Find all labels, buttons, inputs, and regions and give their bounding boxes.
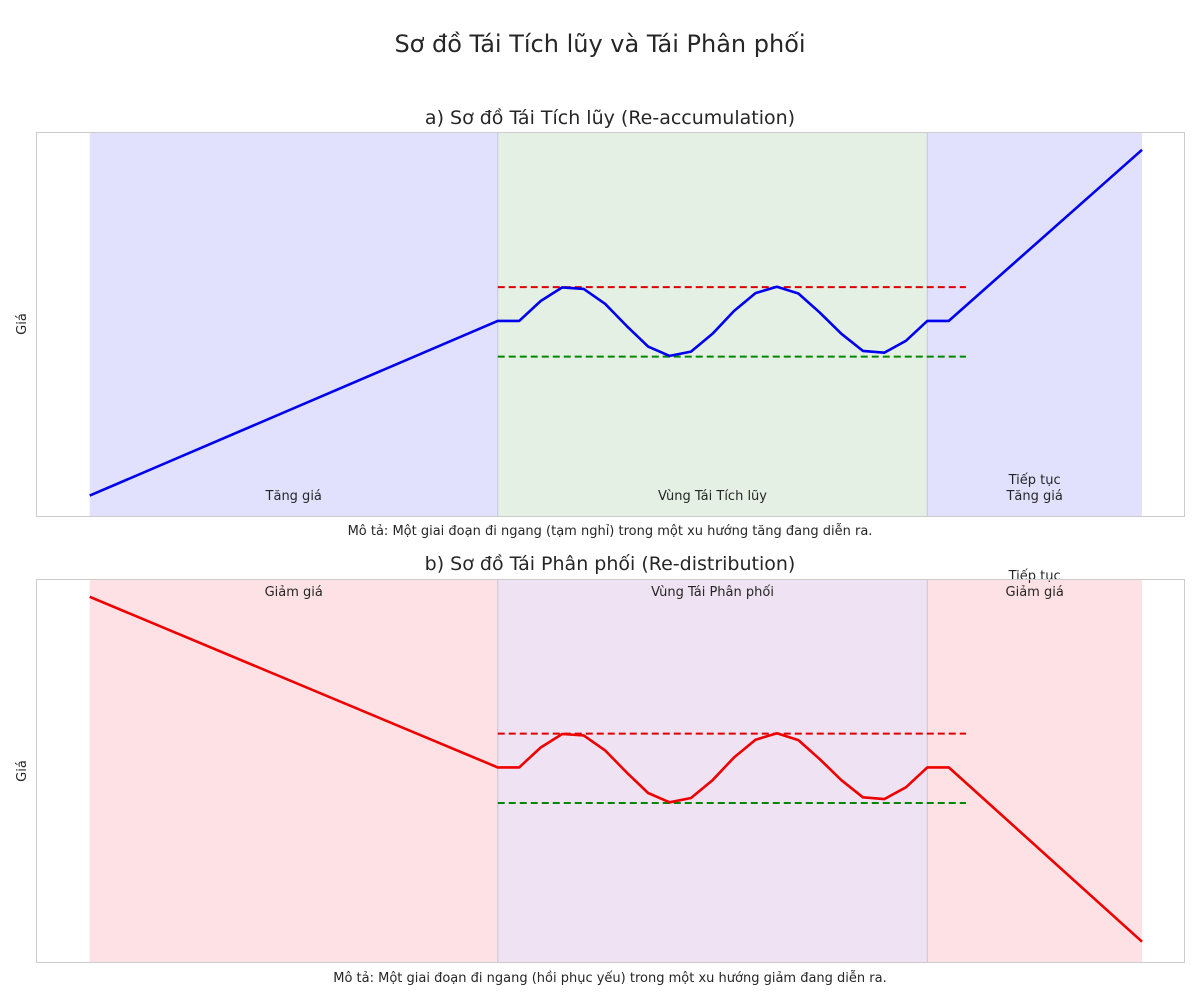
price-line — [89, 595, 1143, 943]
plot-area-redistribution: Giảm giá Vùng Tái Phân phối Tiếp tục Giảm g… — [36, 569, 1185, 963]
panel-b-title: b) Sơ đồ Tái Phân phối (Re-distribution) — [425, 553, 796, 575]
region-label-3: Tiếp tục Tăng giá — [1005, 473, 1062, 504]
panel-redistribution: b) Sơ đồ Tái Phân phối (Re-distribution)… — [15, 553, 1185, 986]
region-label-1: Giảm giá — [265, 585, 323, 600]
region-label-1: Tăng giá — [265, 489, 322, 504]
panel-b-ylabel: Giá — [15, 760, 30, 782]
panel-a-title: a) Sơ đồ Tái Tích lũy (Re-accumulation) — [425, 107, 795, 129]
region-label-2: Vùng Tái Tích lũy — [658, 489, 767, 504]
panel-b-description: Mô tả: Một giai đoạn đi ngang (hồi phục … — [333, 971, 886, 986]
region-band-2 — [497, 132, 928, 517]
region-band-2 — [497, 579, 928, 963]
plot-area-reaccumulation: Tăng giá Vùng Tái Tích lũy Tiếp tục Tăng gi… — [36, 132, 1185, 517]
figure-title: Sơ đồ Tái Tích lũy và Tái Phân phối — [394, 30, 805, 58]
plot-frame — [36, 579, 1185, 963]
region-band-3 — [927, 132, 1143, 517]
region-label-2: Vùng Tái Phân phối — [651, 585, 774, 600]
panel-reaccumulation: a) Sơ đồ Tái Tích lũy (Re-accumulation) … — [15, 107, 1185, 539]
region-band-1 — [89, 132, 498, 517]
plot-frame — [36, 132, 1185, 517]
region-band-3 — [927, 579, 1143, 963]
region-label-3: Tiếp tục Giảm giá — [1006, 569, 1064, 600]
price-line — [89, 148, 1143, 497]
panel-a-ylabel: Giá — [15, 313, 30, 335]
region-band-1 — [89, 579, 498, 963]
panel-a-description: Mô tả: Một giai đoạn đi ngang (tạm nghỉ)… — [348, 524, 873, 539]
